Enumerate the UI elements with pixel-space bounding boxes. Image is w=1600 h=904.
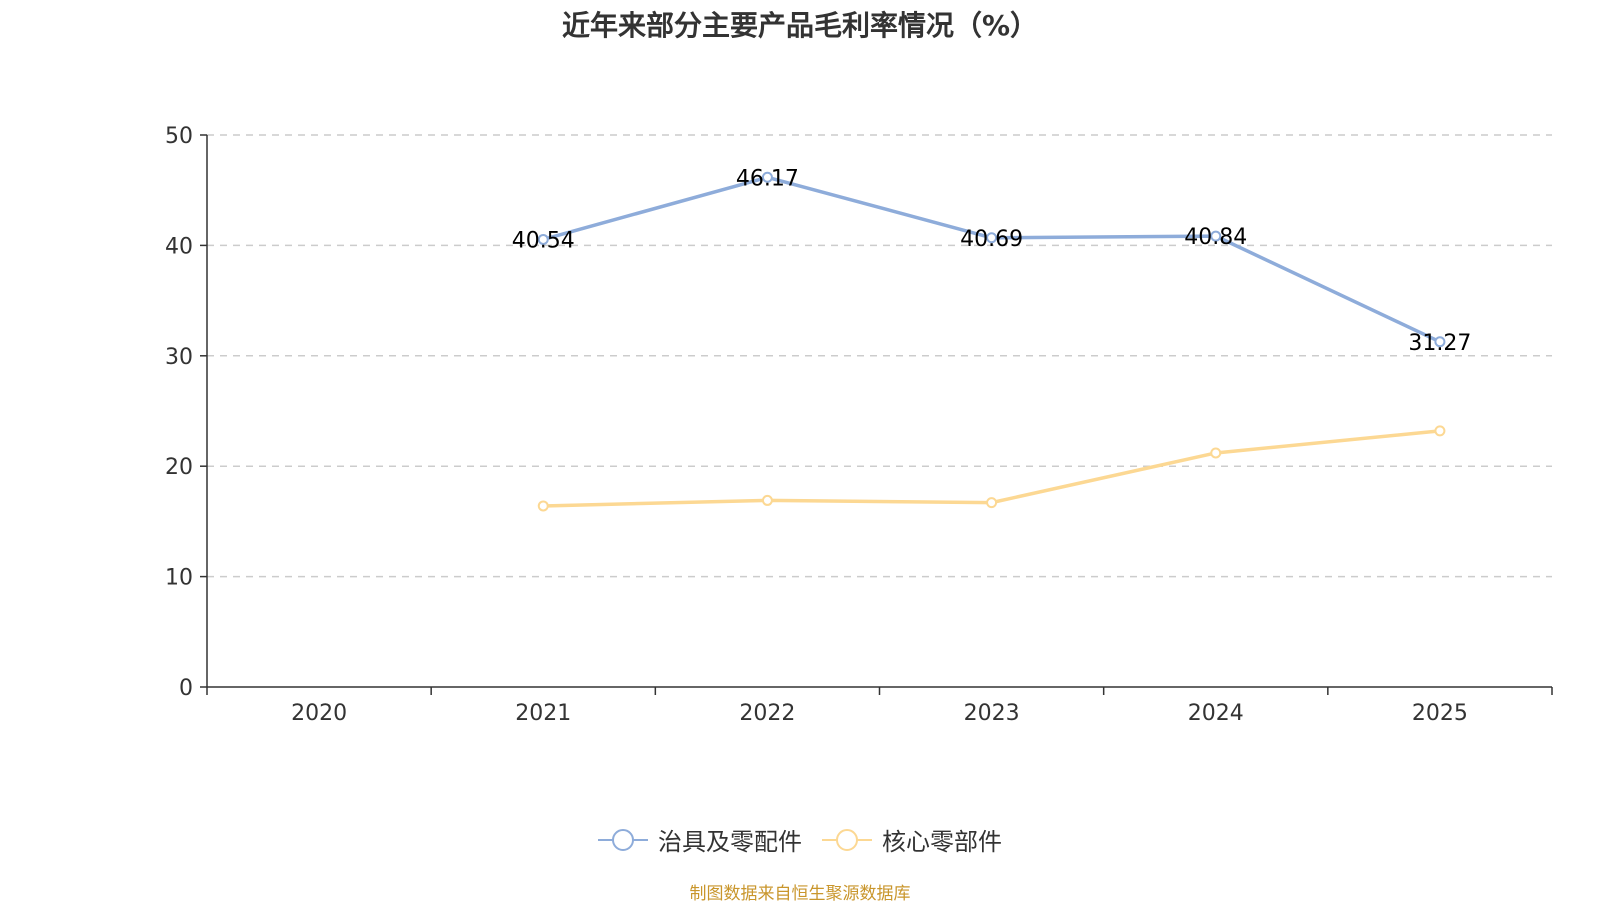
x-tick-label-2023: 2023 — [964, 701, 1020, 726]
x-tick-label-2024: 2024 — [1188, 701, 1244, 726]
series — [537, 171, 1446, 512]
x-tick-label-2020: 2020 — [291, 701, 347, 726]
series-line-2 — [543, 429, 1441, 508]
data-label-series-1-2024: 40.84 — [1184, 225, 1247, 250]
data-label-series-1-2021: 40.54 — [512, 228, 575, 253]
data-point-series-1-2025 — [1434, 336, 1446, 348]
y-tick-label-30: 30 — [165, 345, 193, 370]
data-label-series-1-2022: 46.17 — [736, 166, 799, 191]
y-tick-label-40: 40 — [165, 234, 193, 259]
legend-item-series-2[interactable]: 核心零部件 — [822, 822, 1002, 857]
legend: 治具及零配件 核心零部件 — [0, 822, 1600, 857]
legend-label-series-1: 治具及零配件 — [658, 828, 802, 856]
data-point-series-1-2021 — [537, 233, 549, 245]
data-point-series-1-2022 — [761, 171, 773, 183]
data-point-series-2-2023 — [986, 497, 998, 509]
y-tick-label-20: 20 — [165, 455, 193, 480]
legend-item-series-1[interactable]: 治具及零配件 — [598, 822, 802, 857]
series-line-1 — [542, 175, 1441, 344]
x-tick-label-2022: 2022 — [739, 701, 795, 726]
y-tick-label-10: 10 — [165, 566, 193, 591]
x-tick-label-2025: 2025 — [1412, 701, 1468, 726]
data-point-series-2-2022 — [761, 494, 773, 506]
source-note: 制图数据来自恒生聚源数据库 — [689, 884, 911, 904]
data-point-series-2-2025 — [1434, 425, 1446, 437]
y-tick-label-50: 50 — [165, 124, 193, 149]
legend-marker-series-1 — [598, 828, 648, 851]
data-label-series-1-2023: 40.69 — [960, 227, 1023, 252]
y-tick-label-0: 0 — [179, 676, 193, 701]
x-tick-label-2021: 2021 — [515, 701, 571, 726]
data-labels: 40.54 46.17 40.69 40.84 31.27 — [512, 166, 1472, 355]
legend-label-series-2: 核心零部件 — [882, 828, 1002, 856]
data-point-series-1-2023 — [986, 232, 998, 244]
legend-marker-series-2 — [822, 828, 872, 851]
grid-lines — [207, 134, 1552, 578]
data-point-series-2-2024 — [1210, 447, 1222, 459]
data-point-series-1-2024 — [1210, 230, 1222, 242]
data-label-series-1-2025: 31.27 — [1408, 331, 1471, 356]
chart-title: 近年来部分主要产品毛利率情况（%） — [561, 9, 1039, 42]
axes: 0 10 20 30 40 50 2020 2021 2022 2023 2024 2025 — [165, 124, 1553, 726]
data-point-series-2-2021 — [537, 500, 549, 512]
